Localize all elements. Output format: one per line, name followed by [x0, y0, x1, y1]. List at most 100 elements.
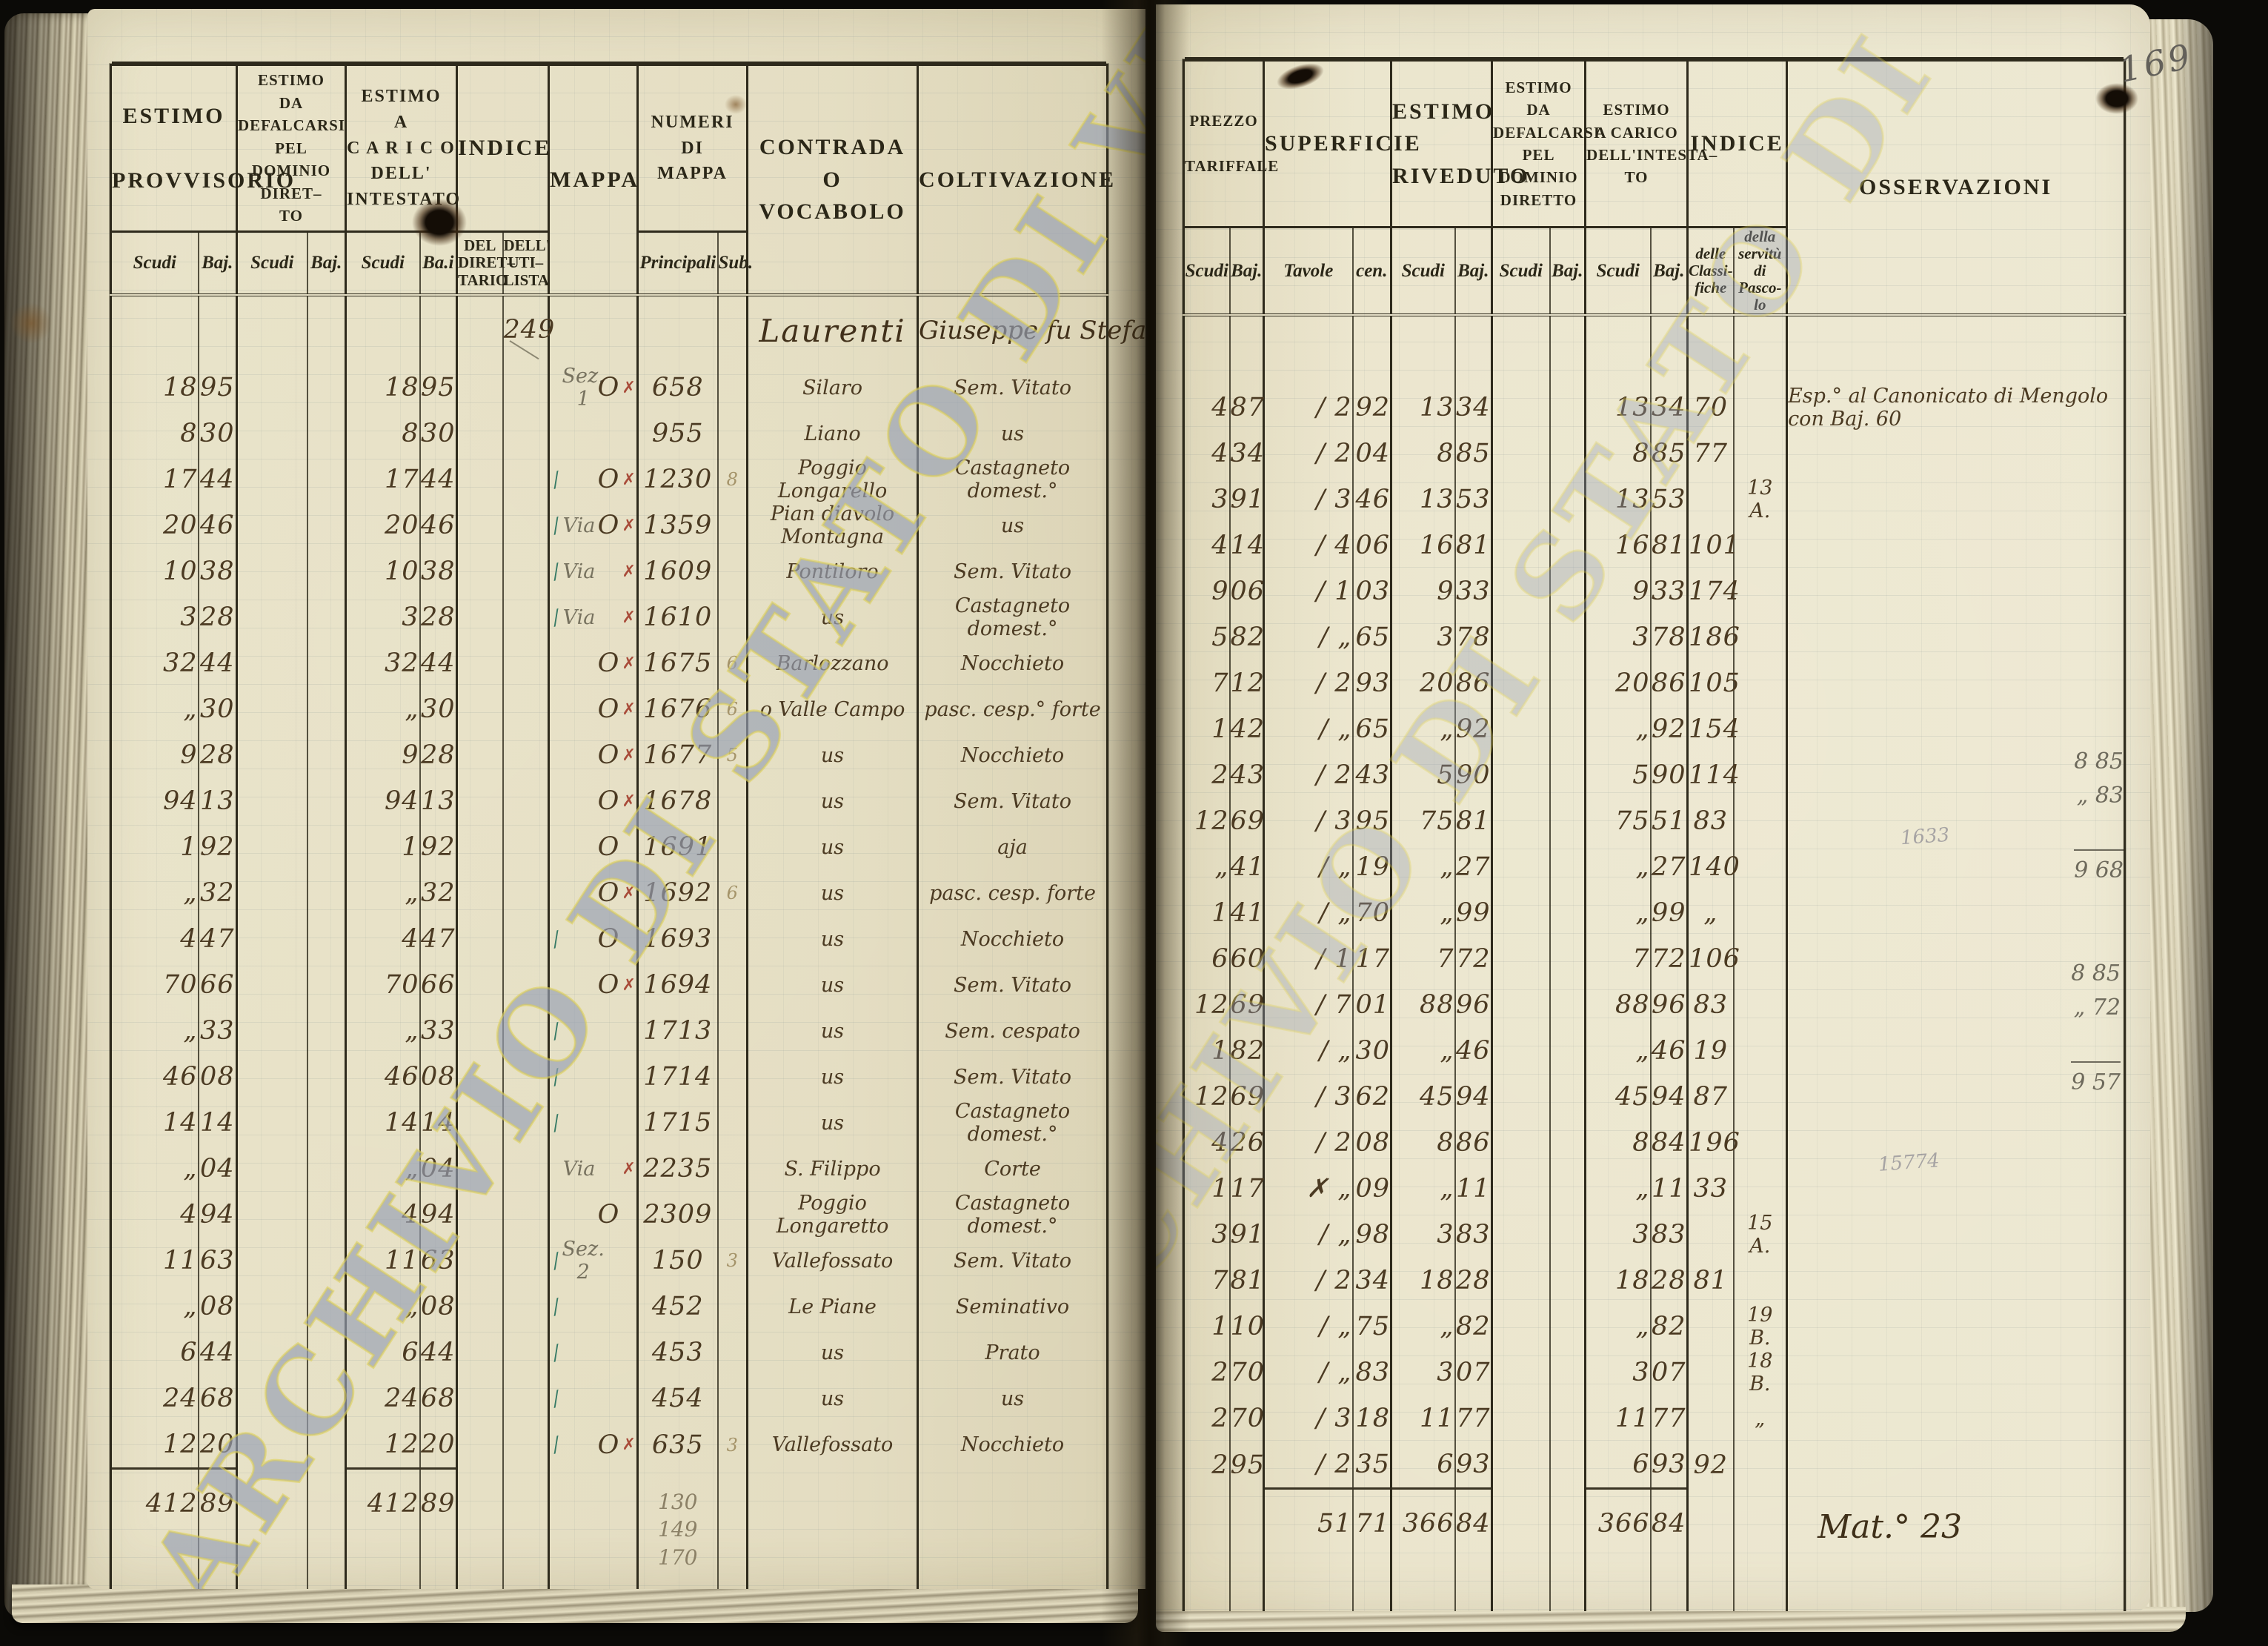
cell-gm: ∕	[548, 1330, 562, 1375]
handwritten-entry: 30	[199, 419, 235, 448]
handwritten-entry: 1713	[643, 1016, 713, 1046]
handwritten-entry: 4	[1211, 393, 1229, 423]
cell-cs: 18	[345, 365, 420, 411]
cell-cen: 70	[1351, 890, 1391, 937]
handwritten-entry: 85	[1456, 439, 1491, 469]
ledger-row: 20 46 20 46 ∕ Via O ✗ 1359 Pian diavolo Montagna u…	[110, 502, 1108, 548]
handwritten-entry: 08	[199, 1062, 235, 1092]
cell-col: Prato	[917, 1330, 1108, 1375]
cell-red	[622, 824, 638, 870]
cell-pb: 60	[1228, 936, 1264, 983]
handwritten-entry: 83	[1355, 1358, 1391, 1388]
handwritten-entry: 92	[1456, 714, 1491, 745]
handwritten-entry: 1	[402, 832, 419, 862]
cell-pb: 34	[1228, 431, 1264, 477]
cell-oss	[1786, 1166, 2125, 1212]
cell-m1	[562, 1375, 596, 1421]
handwritten-entry: 92	[1693, 1450, 1729, 1481]
cell-db	[306, 457, 346, 502]
cell-dir	[456, 457, 503, 502]
cell-col: Sem. Vitato	[917, 1054, 1108, 1100]
cell-con: Pian diavolo Montagna	[746, 502, 918, 548]
handwritten-entry: 14	[384, 1108, 419, 1138]
ledger-row: 4 94 4 94 O 2309 Poggio Longaretto Castagneto d…	[110, 1192, 1108, 1238]
handwritten-entry: 18	[1419, 1266, 1454, 1296]
cell-uti	[502, 365, 549, 411]
handwritten-entry: 18	[1614, 1266, 1650, 1296]
handwritten-entry: O	[597, 1200, 620, 1229]
handwritten-entry: Liano	[804, 422, 861, 445]
cell-ps: 2	[1183, 1396, 1230, 1442]
handwritten-entry: 106	[1689, 944, 1740, 975]
cell-rb: 72	[1454, 936, 1492, 983]
handwritten-entry: 28	[420, 740, 456, 770]
cell-con: Pontiloro	[746, 548, 918, 594]
handwritten-entry: 44	[199, 465, 235, 494]
cell-rs: 3	[1390, 614, 1455, 661]
cell-tav: ∕ 1	[1263, 936, 1353, 983]
handwritten-entry: 72	[1456, 944, 1491, 975]
handwritten-entry: 91	[1230, 485, 1266, 515]
cell-cb: 83	[1649, 1212, 1688, 1258]
cell-pr: 1230	[636, 457, 718, 502]
cell-cs: „	[1584, 890, 1651, 937]
cell-ds	[1491, 1028, 1550, 1075]
cell-ps: 2	[1183, 1350, 1230, 1396]
handwritten-entry: ∕ „	[1319, 623, 1352, 653]
cell-con: Vallefossato	[746, 1238, 918, 1284]
cell-tav: ✗ „	[1263, 1166, 1353, 1212]
cell-uti	[502, 1238, 549, 1284]
cell-tav: ∕ 2	[1263, 660, 1353, 707]
handwritten-entry: 77	[1456, 1404, 1491, 1434]
cell-ds	[1491, 1304, 1550, 1350]
cell-tav: ∕ „	[1263, 614, 1353, 661]
handwritten-entry: 68	[420, 1384, 456, 1413]
cell-cs: „	[345, 1146, 420, 1192]
cell-pb: 33	[197, 1008, 237, 1054]
cell-ps: 6	[110, 1330, 199, 1375]
handwritten-entry: 07	[1652, 1358, 1686, 1388]
cell-srv	[1732, 1120, 1787, 1167]
cell-oss	[1786, 798, 2125, 845]
cell-pb: 66	[197, 962, 237, 1008]
cell-ps: 3	[1183, 477, 1230, 523]
handwritten-entry: Castagneto domest.°	[954, 457, 1071, 502]
cell-cb: 92	[419, 824, 457, 870]
cell-pb: 41	[1228, 890, 1264, 937]
cell-uti	[502, 962, 549, 1008]
cell-cb: 04	[419, 1146, 457, 1192]
cell-uti	[502, 1284, 549, 1330]
cell-pb: 42	[1228, 706, 1264, 753]
handwritten-entry: 6	[1632, 1450, 1650, 1480]
cell-srv: 13 A.	[1732, 477, 1787, 523]
cell-rs: 3	[1390, 1212, 1455, 1258]
cell-ps: 12	[1183, 1074, 1230, 1121]
handwritten-entry: 51	[1652, 806, 1686, 837]
col-coltivazione: COLTIVAZIONE	[917, 64, 1114, 295]
cell-db	[1549, 890, 1586, 937]
cell-srv	[1732, 568, 1787, 615]
cell-cen: 01	[1351, 982, 1391, 1029]
cell-rb: 77	[1454, 1396, 1492, 1442]
cell-cls: 174	[1686, 568, 1740, 615]
subcol-scudi: Scudi	[345, 230, 420, 295]
handwritten-entry: 81	[1693, 1266, 1729, 1296]
cell-cs: 6	[1584, 1441, 1651, 1489]
cell-db	[306, 778, 346, 824]
cell-cls: 81	[1686, 1258, 1734, 1304]
cell-pb: 91	[1228, 477, 1266, 523]
cell-rs: 5	[1390, 752, 1455, 799]
cell-cs: 6	[345, 1330, 420, 1375]
cell-oss	[1786, 614, 2125, 661]
handwritten-entry: 33	[1652, 577, 1686, 607]
cell-rs: 16	[1390, 522, 1455, 569]
handwritten-entry: „	[1440, 1312, 1454, 1342]
handwritten-entry: 27	[1456, 852, 1491, 883]
handwritten-entry: 6	[1437, 1450, 1454, 1480]
handwritten-entry: O	[597, 740, 620, 770]
handwritten-entry: 35	[1355, 1450, 1391, 1480]
cell-sub	[716, 502, 748, 548]
handwritten-entry: 99	[1652, 898, 1686, 929]
ledger-row: 12 69 ∕ 3 95 75 81 75 51 83	[1183, 798, 2125, 845]
handwritten-entry: 16	[1614, 531, 1650, 561]
